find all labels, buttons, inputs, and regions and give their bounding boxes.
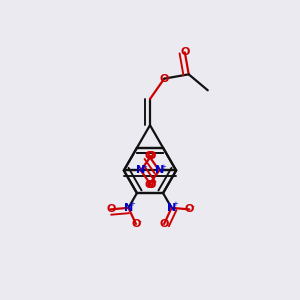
Text: O: O (146, 180, 156, 190)
Text: O: O (106, 204, 116, 214)
Text: O: O (131, 219, 141, 229)
Text: -: - (153, 149, 156, 158)
Text: O: O (144, 151, 154, 161)
Text: -: - (138, 217, 141, 226)
Text: +: + (172, 201, 178, 207)
Text: N: N (124, 203, 133, 213)
Text: -: - (191, 202, 194, 211)
Text: +: + (160, 164, 166, 169)
Text: O: O (180, 47, 190, 57)
Text: -: - (151, 178, 154, 187)
Text: O: O (159, 219, 169, 229)
Text: N: N (167, 203, 176, 213)
Text: N: N (154, 166, 164, 176)
Text: O: O (144, 180, 154, 190)
Text: N: N (136, 166, 146, 176)
Text: O: O (184, 204, 194, 214)
Text: O: O (146, 151, 156, 161)
Text: +: + (142, 164, 148, 169)
Text: +: + (129, 201, 135, 207)
Text: O: O (160, 74, 169, 84)
